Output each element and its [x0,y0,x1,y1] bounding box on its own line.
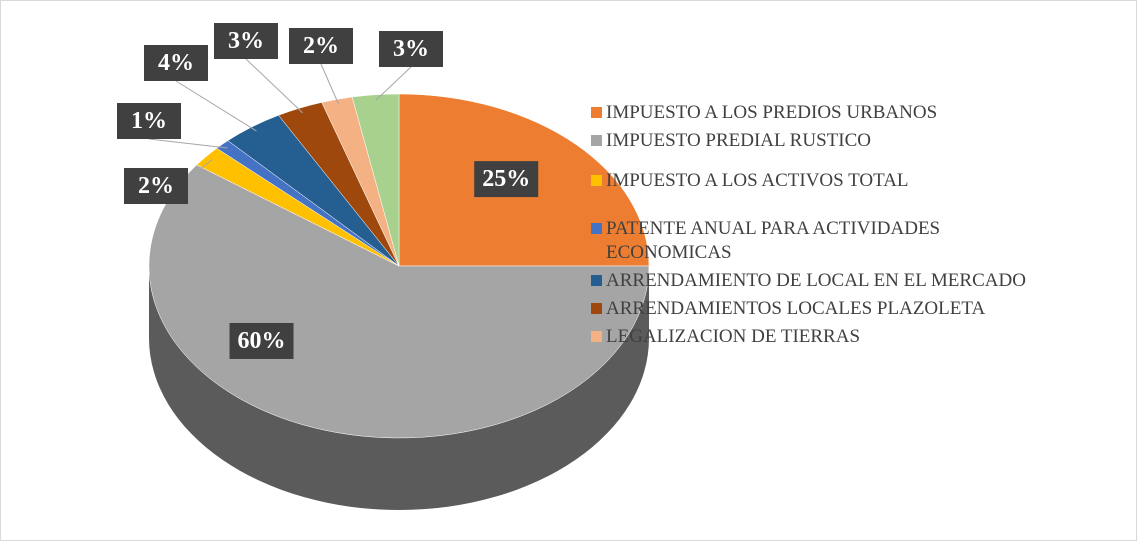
legend-label: IMPUESTO A LOS PREDIOS URBANOS [606,102,938,123]
data-label-box [117,103,181,139]
data-label: 3% [379,31,443,67]
legend-label: ARRENDAMIENTOS LOCALES PLAZOLETA [606,298,986,319]
data-label-text: 2% [138,173,174,199]
data-label: 4% [144,45,208,81]
leader-line [320,63,340,105]
legend-label: IMPUESTO A LOS ACTIVOS TOTAL [606,170,909,191]
data-label-box [474,161,539,198]
legend-label: PATENTE ANUAL PARA ACTIVIDADES ECONOMICA… [606,218,941,263]
legend-swatch [591,223,602,234]
legend-item: IMPUESTO PREDIAL RUSTICO [591,129,1031,153]
data-label-text: 4% [158,50,194,76]
legend: IMPUESTO A LOS PREDIOS URBANOS IMPUESTO P… [591,101,1031,353]
pie-slice [148,164,650,439]
leader-line [245,58,304,114]
data-label: 3% [214,23,278,59]
legend-swatch [591,331,602,342]
data-label-box [379,31,443,67]
leader-line [148,138,228,149]
legend-swatch [591,175,602,186]
pie-slice [351,93,400,267]
legend-item: IMPUESTO A LOS PREDIOS URBANOS [591,101,1031,125]
legend-label: ARRENDAMIENTO DE LOCAL EN EL MERCADO [606,270,1026,291]
pie-side [149,266,649,510]
data-label-text: 3% [393,36,429,62]
legend-swatch [591,107,602,118]
leader-line [175,80,257,132]
legend-item: LEGALIZACION DE TIERRAS [591,325,1031,349]
legend-item: PATENTE ANUAL PARA ACTIVIDADES ECONOMICA… [591,217,1031,265]
data-label: 25% [474,161,539,198]
data-label: 1% [117,103,181,139]
legend-swatch [591,135,602,146]
data-label-box [124,168,188,204]
legend-swatch [591,275,602,286]
data-label-text: 3% [228,28,264,54]
data-label: 60% [229,322,294,359]
data-label: 2% [124,168,188,204]
data-label-text: 60% [238,328,286,354]
data-label-text: 25% [482,166,530,192]
data-label-box [144,45,208,81]
legend-item: ARRENDAMIENTO DE LOCAL EN EL MERCADO [591,269,1031,293]
data-label-box [214,23,278,59]
legend-swatch [591,303,602,314]
legend-item: IMPUESTO A LOS ACTIVOS TOTAL [591,169,1031,193]
leader-line [375,66,412,101]
data-label: 2% [289,28,353,64]
data-label-box [289,28,353,64]
data-label-text: 2% [303,33,339,59]
data-label-box [229,322,294,359]
legend-label: LEGALIZACION DE TIERRAS [606,326,861,347]
legend-label: IMPUESTO PREDIAL RUSTICO [606,130,871,151]
legend-item: ARRENDAMIENTOS LOCALES PLAZOLETA [591,297,1031,321]
data-label-text: 1% [131,108,167,134]
